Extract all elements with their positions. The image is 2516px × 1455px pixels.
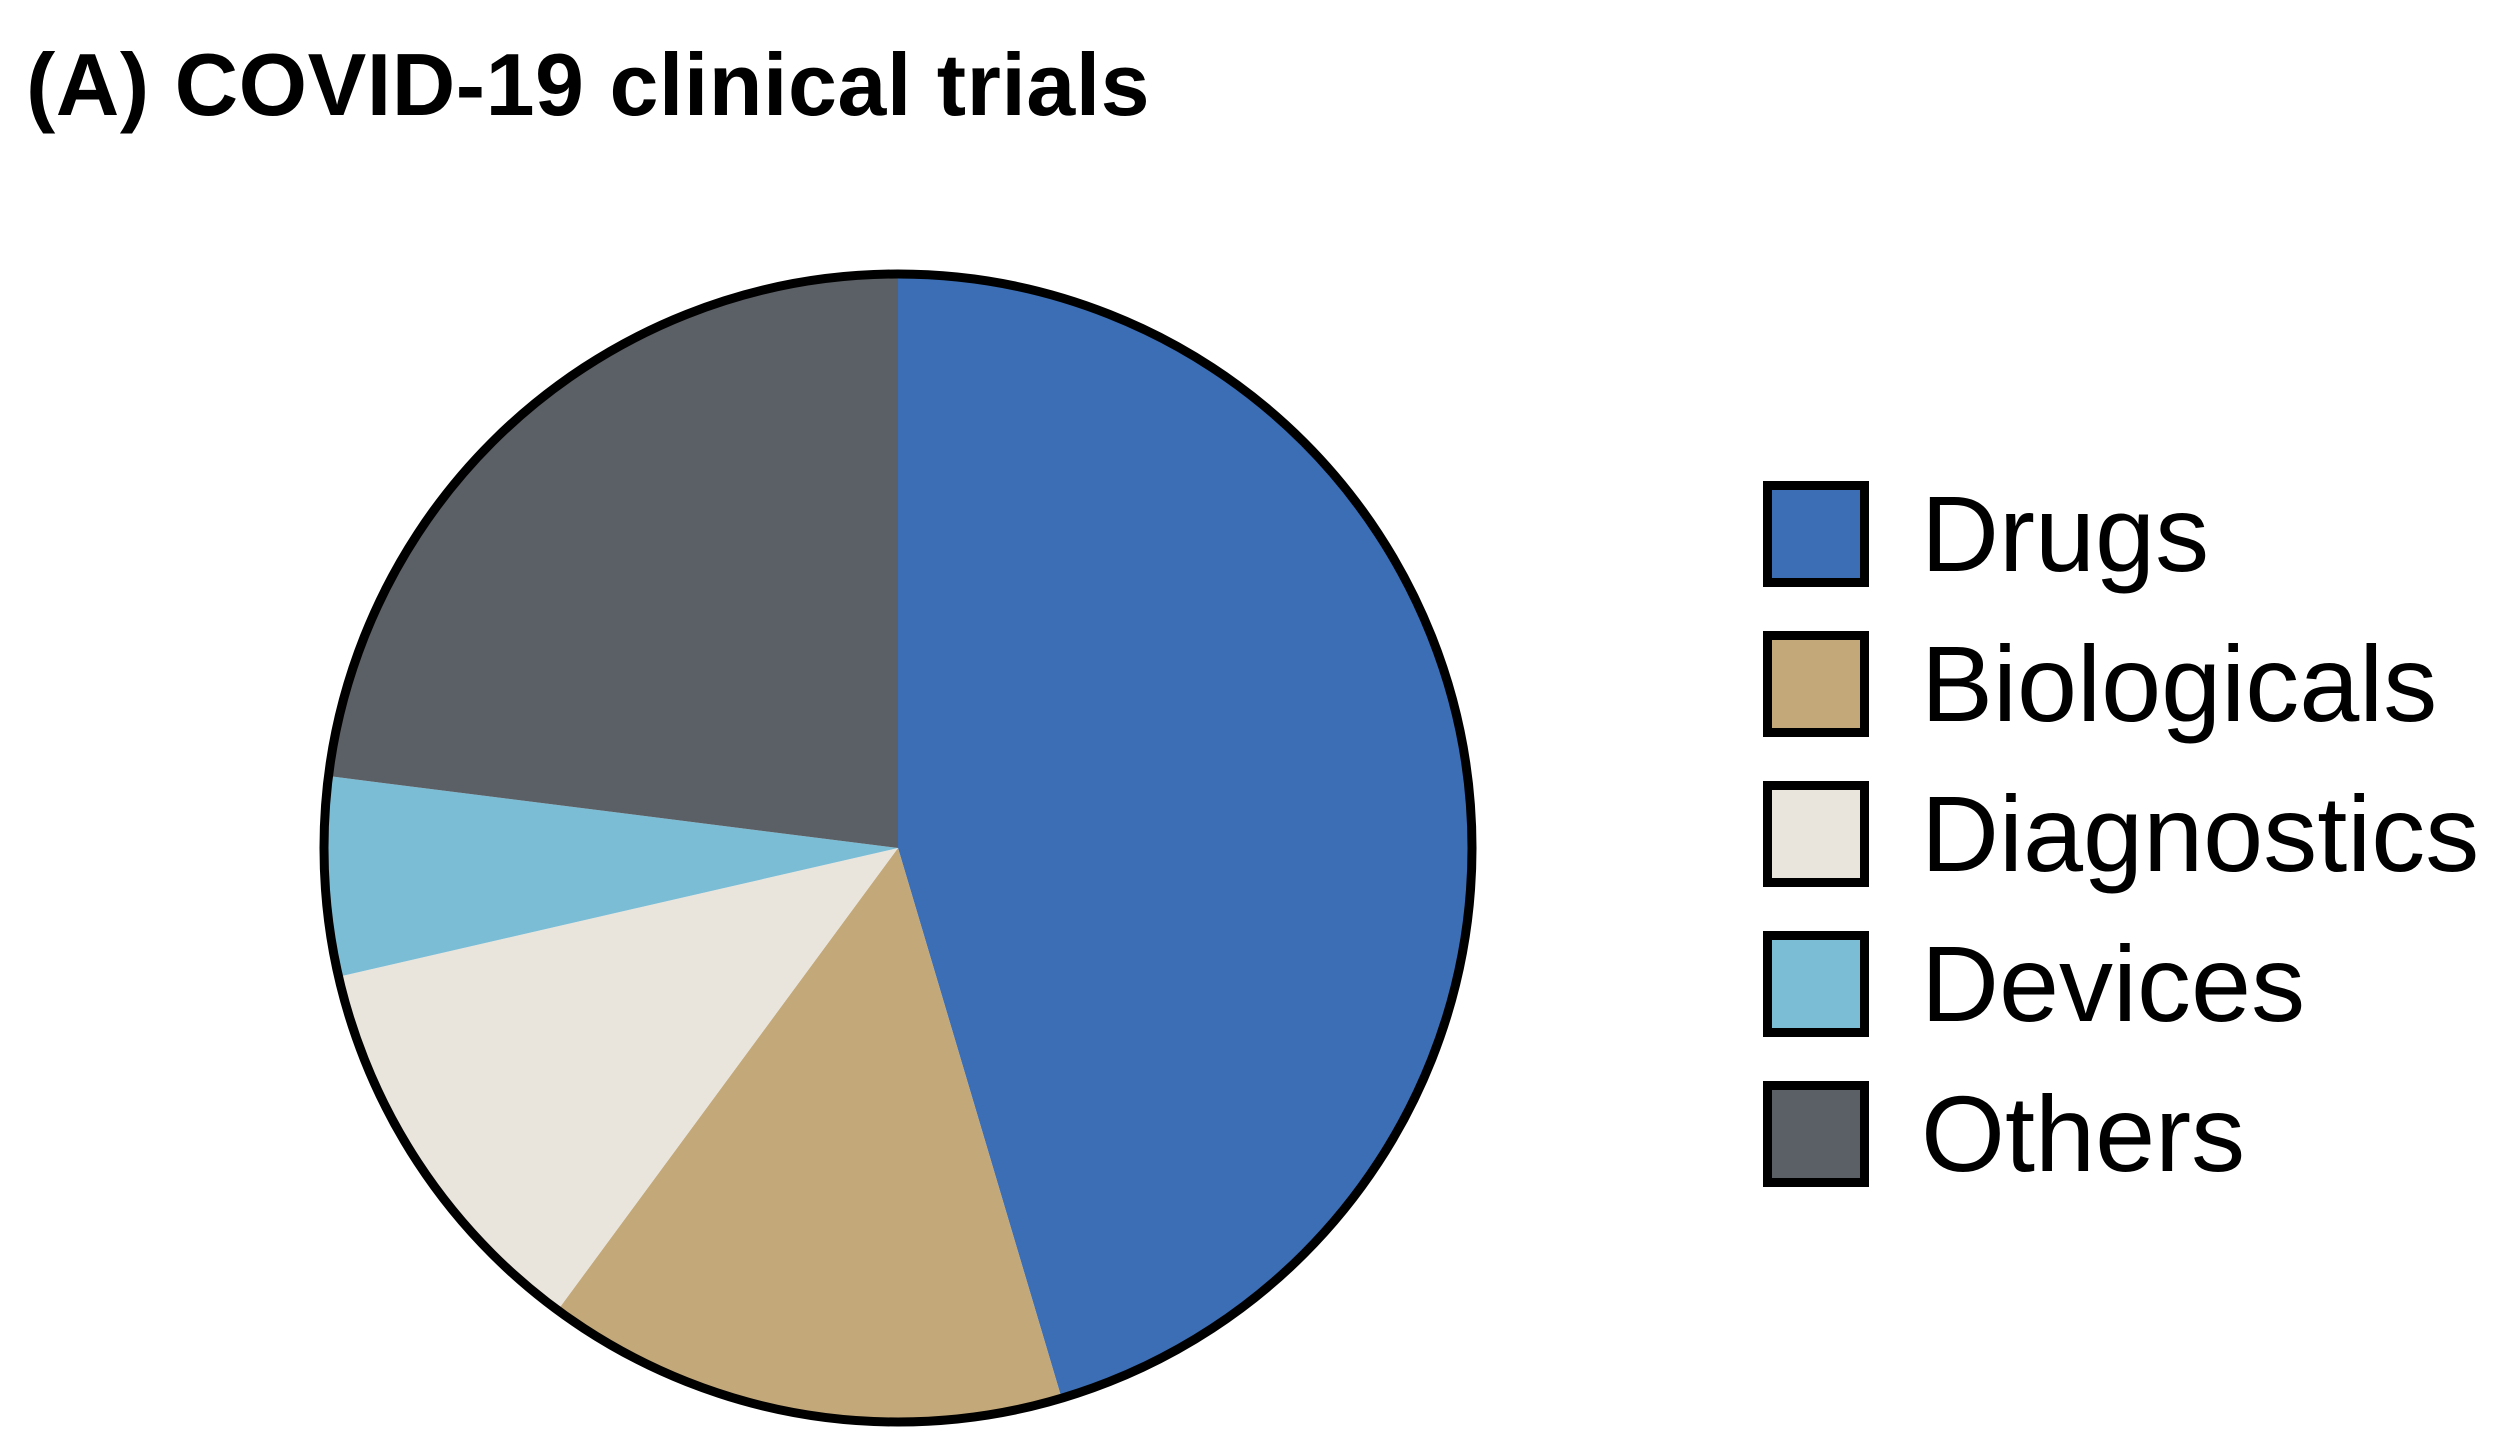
legend-swatch-devices [1763, 931, 1869, 1037]
legend-swatch-drugs [1763, 481, 1869, 587]
pie-chart [319, 269, 1477, 1427]
pie-slice-devices [324, 776, 898, 977]
pie-slice-drugs [898, 274, 1472, 1399]
legend-row-biologicals: Biologicals [1763, 623, 2479, 744]
legend-row-devices: Devices [1763, 923, 2479, 1044]
legend-label-drugs: Drugs [1921, 473, 2210, 594]
legend-swatch-biologicals [1763, 631, 1869, 737]
legend-label-biologicals: Biologicals [1921, 623, 2438, 744]
pie-slice-diagnostics [338, 848, 898, 1311]
legend-row-others: Others [1763, 1073, 2479, 1194]
figure-title: (A) COVID-19 clinical trials [26, 35, 1151, 134]
pie-slice-others [328, 274, 898, 848]
pie-outline [319, 269, 1477, 1427]
legend-swatch-others [1763, 1081, 1869, 1187]
legend-swatch-diagnostics [1763, 781, 1869, 887]
legend-label-others: Others [1921, 1073, 2246, 1194]
legend-row-diagnostics: Diagnostics [1763, 773, 2480, 894]
legend-row-drugs: Drugs [1763, 473, 2479, 594]
legend-label-diagnostics: Diagnostics [1921, 773, 2480, 894]
legend: Drugs Biologicals Diagnostics Devices Others [1763, 473, 2480, 1231]
pie-slices [319, 269, 1477, 1427]
legend-label-devices: Devices [1921, 923, 2306, 1044]
pie-slice-biologicals [557, 848, 1062, 1422]
